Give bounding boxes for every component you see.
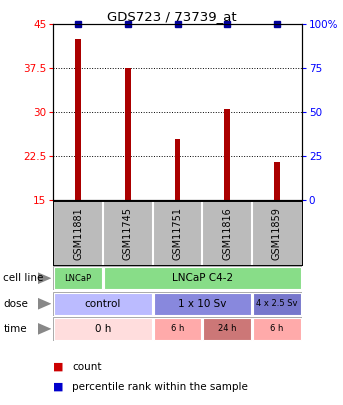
Bar: [54, 267, 102, 290]
Text: GDS723 / 73739_at: GDS723 / 73739_at: [107, 10, 236, 23]
Text: 1 x 10 Sv: 1 x 10 Sv: [178, 299, 227, 309]
Text: cell line: cell line: [3, 273, 44, 283]
Polygon shape: [38, 323, 51, 335]
Text: GSM11751: GSM11751: [173, 207, 182, 260]
Text: dose: dose: [3, 299, 28, 309]
Bar: [224, 109, 230, 200]
Text: ■: ■: [53, 362, 64, 371]
Text: count: count: [72, 362, 102, 371]
Bar: [54, 292, 152, 315]
Text: GSM11745: GSM11745: [123, 207, 133, 260]
Text: control: control: [85, 299, 121, 309]
Polygon shape: [38, 298, 51, 310]
Bar: [203, 318, 251, 340]
Text: LNCaP: LNCaP: [64, 274, 92, 283]
Text: percentile rank within the sample: percentile rank within the sample: [72, 382, 248, 392]
Text: 24 h: 24 h: [218, 324, 236, 333]
Text: GSM11881: GSM11881: [73, 207, 83, 260]
Bar: [274, 162, 280, 200]
Text: LNCaP C4-2: LNCaP C4-2: [172, 273, 233, 283]
Bar: [154, 292, 251, 315]
Polygon shape: [38, 272, 51, 284]
Bar: [175, 139, 180, 200]
Text: ■: ■: [53, 382, 64, 392]
Text: GSM11816: GSM11816: [222, 207, 232, 260]
Bar: [154, 318, 201, 340]
Bar: [253, 318, 301, 340]
Text: GSM11859: GSM11859: [272, 207, 282, 260]
Bar: [125, 68, 131, 200]
Bar: [75, 39, 81, 200]
Text: 6 h: 6 h: [171, 324, 184, 333]
Text: 0 h: 0 h: [95, 324, 111, 334]
Bar: [54, 318, 152, 340]
Text: 4 x 2.5 Sv: 4 x 2.5 Sv: [256, 299, 298, 308]
Bar: [104, 267, 301, 290]
Text: 6 h: 6 h: [270, 324, 284, 333]
Bar: [253, 292, 301, 315]
Text: time: time: [3, 324, 27, 334]
